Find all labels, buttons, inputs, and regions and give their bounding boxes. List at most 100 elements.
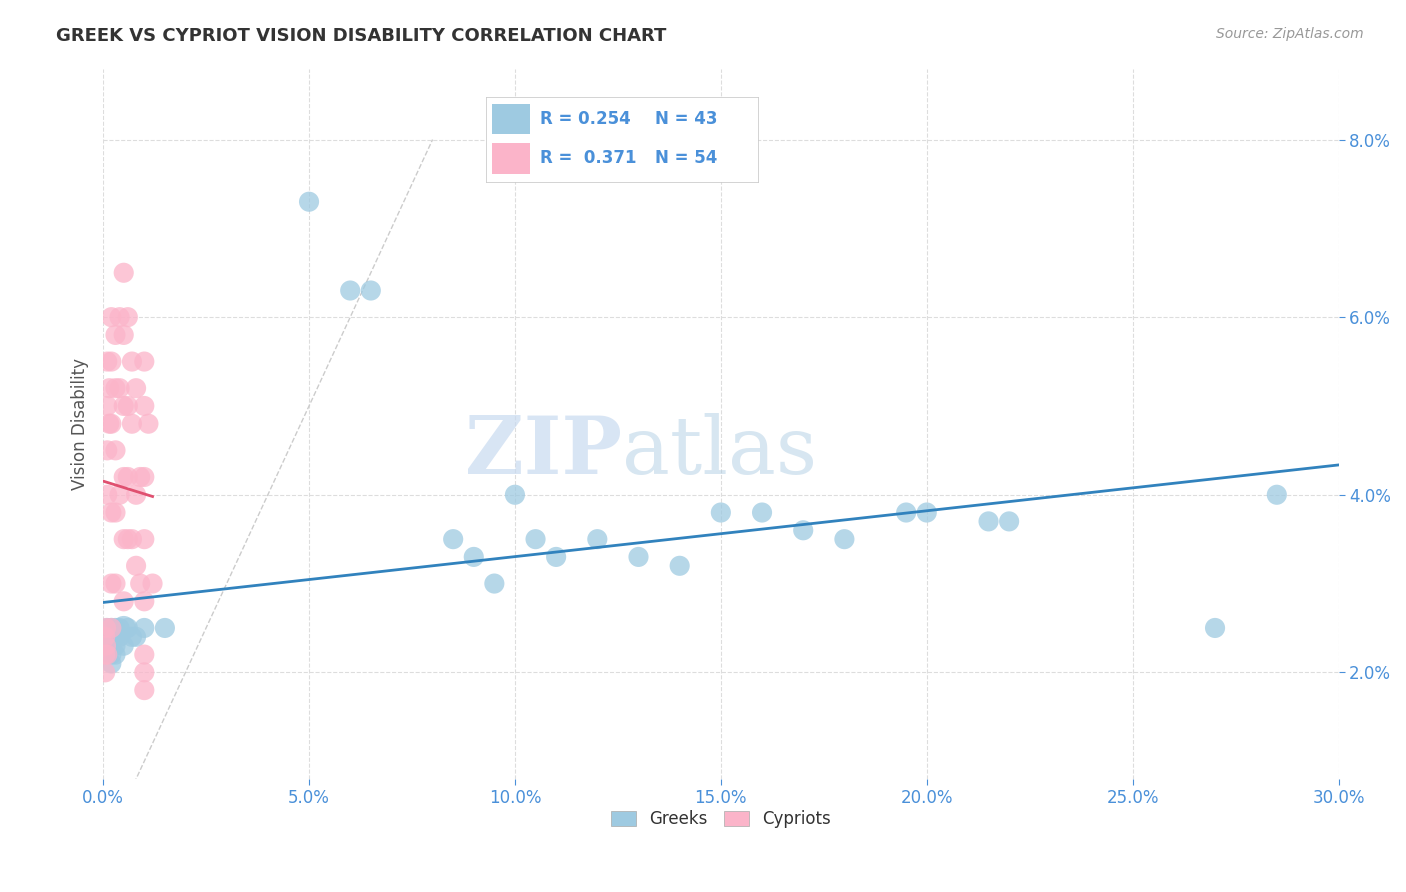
Point (463, 549, 485, 564)
Point (108, 630, 131, 644)
Point (94, 648, 117, 662)
Point (134, 354, 156, 368)
Point (834, 532, 856, 546)
Point (96, 621, 118, 635)
Point (121, 532, 143, 546)
Point (125, 381, 148, 395)
Point (104, 506, 127, 520)
Point (792, 523, 814, 537)
Point (94, 630, 117, 644)
Point (121, 417, 143, 431)
Point (104, 576, 127, 591)
Point (108, 621, 131, 635)
Text: Source: ZipAtlas.com: Source: ZipAtlas.com (1216, 27, 1364, 41)
Point (108, 488, 131, 502)
Point (134, 594, 156, 608)
Legend: Greeks, Cypriots: Greeks, Cypriots (605, 803, 838, 835)
Point (98, 381, 121, 395)
Point (100, 576, 122, 591)
Point (998, 515, 1021, 529)
Point (524, 532, 547, 546)
Point (100, 354, 122, 368)
Point (125, 558, 148, 573)
Point (117, 310, 139, 325)
Point (1204, 621, 1226, 635)
Point (141, 576, 163, 591)
Point (586, 532, 609, 546)
Point (112, 327, 135, 342)
Point (117, 532, 139, 546)
Point (100, 648, 122, 662)
Point (108, 381, 131, 395)
Point (134, 399, 156, 413)
Point (104, 630, 127, 644)
Point (96, 399, 118, 413)
Point (117, 470, 139, 484)
Point (710, 506, 733, 520)
Point (915, 506, 938, 520)
Point (112, 399, 135, 413)
Point (100, 417, 122, 431)
Point (96, 639, 118, 653)
Point (125, 488, 148, 502)
Point (121, 630, 143, 644)
Point (112, 621, 135, 635)
Point (129, 470, 152, 484)
Point (441, 532, 464, 546)
Point (977, 515, 1000, 529)
Point (360, 284, 382, 298)
Point (94, 639, 117, 653)
Point (138, 417, 160, 431)
Point (112, 470, 135, 484)
Point (96, 630, 118, 644)
Point (104, 443, 127, 458)
Point (100, 639, 122, 653)
Point (484, 576, 506, 591)
Point (104, 381, 127, 395)
Point (125, 630, 148, 644)
Point (104, 621, 127, 635)
Point (94, 621, 117, 635)
Point (129, 576, 152, 591)
Point (117, 399, 139, 413)
Point (668, 558, 690, 573)
Point (108, 310, 131, 325)
Point (96, 488, 118, 502)
Point (298, 194, 321, 209)
Text: ZIP: ZIP (465, 413, 621, 491)
Point (112, 266, 135, 280)
Point (503, 488, 526, 502)
Point (117, 621, 139, 635)
Point (339, 284, 361, 298)
Point (96, 354, 118, 368)
Point (100, 621, 122, 635)
Point (627, 549, 650, 564)
Point (134, 621, 156, 635)
Text: GREEK VS CYPRIOT VISION DISABILITY CORRELATION CHART: GREEK VS CYPRIOT VISION DISABILITY CORRE… (56, 27, 666, 45)
Point (1265, 488, 1288, 502)
Point (96, 443, 118, 458)
Point (96, 648, 118, 662)
Y-axis label: Vision Disability: Vision Disability (72, 358, 89, 490)
Point (100, 506, 122, 520)
Point (896, 506, 918, 520)
Point (98, 417, 121, 431)
Point (104, 639, 127, 653)
Point (134, 648, 156, 662)
Point (100, 630, 122, 644)
Point (134, 665, 156, 680)
Point (546, 549, 568, 564)
Point (153, 621, 176, 635)
Point (104, 648, 127, 662)
Point (100, 657, 122, 671)
Point (104, 327, 127, 342)
Point (112, 639, 135, 653)
Point (134, 683, 156, 698)
Point (112, 532, 135, 546)
Point (121, 354, 143, 368)
Point (751, 506, 773, 520)
Point (100, 621, 122, 635)
Point (100, 310, 122, 325)
Point (94, 665, 117, 680)
Point (134, 532, 156, 546)
